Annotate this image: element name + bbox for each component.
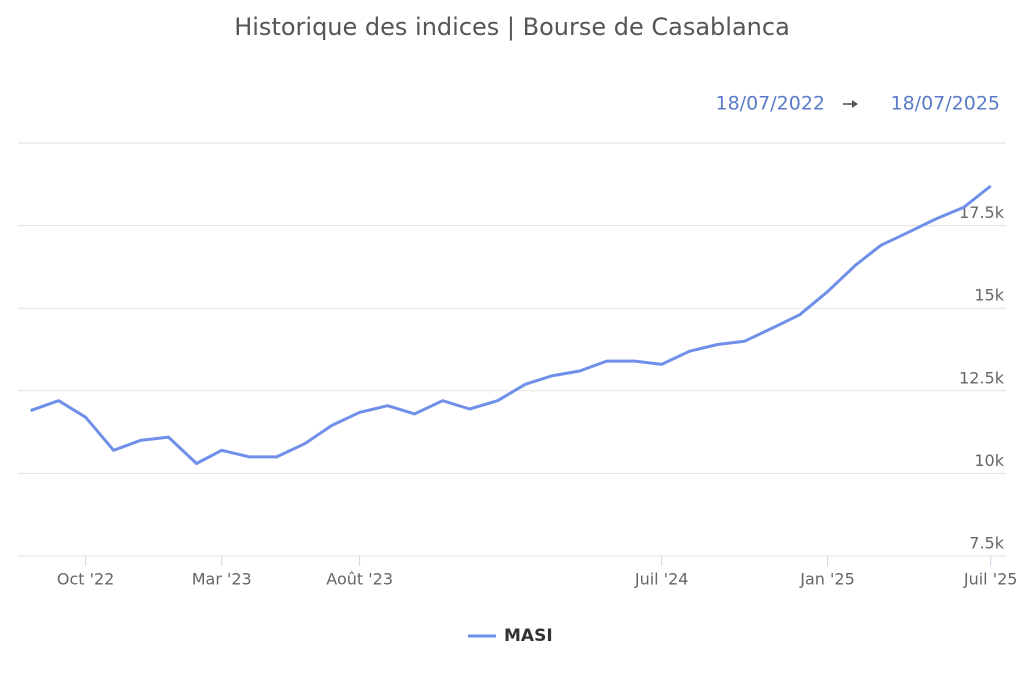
- x-tick-label: Jan '25: [799, 570, 855, 589]
- x-tick-label: Juil '24: [634, 570, 689, 589]
- x-tick-label: Mar '23: [192, 570, 252, 589]
- legend-label: MASI: [504, 626, 553, 646]
- chart-title: Historique des indices | Bourse de Casab…: [234, 13, 790, 41]
- date-from: 18/07/2022: [715, 93, 825, 115]
- x-tick-label: Juil '25: [963, 570, 1018, 589]
- y-tick-label: 12.5k: [959, 368, 1005, 387]
- y-tick-label: 10k: [974, 451, 1004, 470]
- range-arrow: [843, 100, 858, 108]
- series-line: [30, 184, 992, 465]
- x-tick-label: Août '23: [326, 570, 393, 589]
- y-tick-label: 7.5k: [969, 534, 1004, 553]
- x-tick-label: Oct '22: [57, 570, 115, 589]
- y-tick-label: 17.5k: [959, 203, 1005, 222]
- date-to: 18/07/2025: [890, 93, 1000, 115]
- y-tick-label: 15k: [974, 286, 1004, 305]
